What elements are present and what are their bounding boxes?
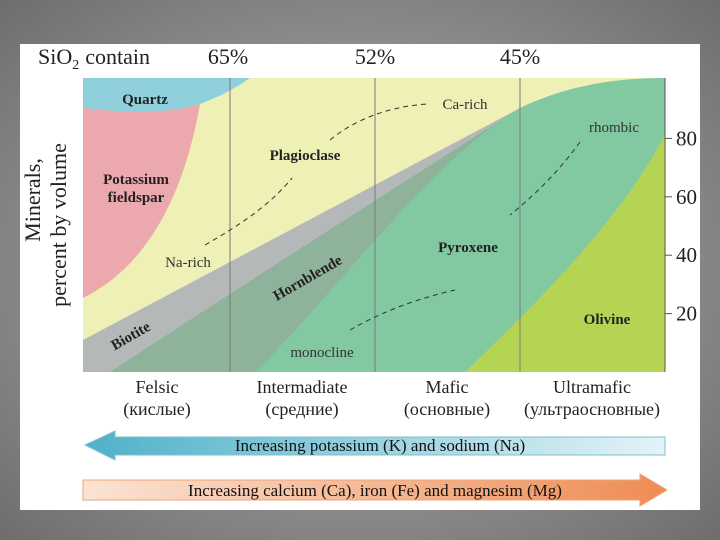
tick-label: 60 <box>676 185 697 209</box>
mineral-label: Pyroxene <box>438 240 498 256</box>
olivine-region <box>465 135 665 372</box>
mineral-label: Olivine <box>584 312 631 328</box>
plot-regions <box>83 78 666 372</box>
annotation: monocline <box>290 345 354 361</box>
annotation: rhombic <box>589 120 639 136</box>
rock-type-russian: (средние) <box>265 399 338 420</box>
rock-types: Felsic(кислые) Intermadiate(средние) Mafic… <box>123 377 660 420</box>
leader-line <box>349 289 456 331</box>
sio2-suffix: contain <box>85 44 150 69</box>
arrow-label: Increasing calcium (Ca), iron (Fe) and m… <box>188 481 562 500</box>
rock-type-name: Felsic <box>136 377 179 397</box>
silica-percent: 45% <box>500 44 540 69</box>
silica-percent: 65% <box>208 44 248 69</box>
mineral-label: Potassium <box>103 172 169 188</box>
leader-line <box>329 103 431 141</box>
feldspar-region <box>83 104 200 298</box>
leader-line <box>509 141 581 216</box>
rock-type-russian: (кислые) <box>123 399 190 420</box>
arrow-label: Increasing potassium (K) and sodium (Na) <box>235 436 525 455</box>
sio2-text: SiO <box>38 44 72 69</box>
annotation: Ca-rich <box>443 97 488 113</box>
y-axis-title: Minerals, <box>20 158 45 242</box>
silica-percent: 52% <box>355 44 395 69</box>
rock-type-name: Mafic <box>426 377 469 397</box>
rock-type-russian: (ультраосновные) <box>524 399 660 420</box>
y-axis-title: percent by volume <box>46 143 71 307</box>
rock-type-russian: (основные) <box>404 399 490 420</box>
sio2-subscript: 2 <box>72 58 79 73</box>
tick-label: 40 <box>676 243 697 267</box>
arrow-left <box>83 430 666 461</box>
arrow-right <box>82 473 668 507</box>
sio2-label: SiO2 contain <box>38 44 150 73</box>
tick-label: 20 <box>676 302 697 326</box>
rock-type-name: Intermadiate <box>257 377 348 397</box>
mineral-label: fieldspar <box>108 190 165 206</box>
tick-label: 80 <box>676 126 697 150</box>
mineral-label: Plagioclase <box>270 148 341 164</box>
quartz-region <box>83 78 250 112</box>
rock-type-name: Ultramafic <box>553 377 631 397</box>
leader-line <box>204 177 293 246</box>
y-ticks: 80 60 40 20 <box>665 126 697 326</box>
annotation: Na-rich <box>165 255 211 271</box>
mineral-label: Quartz <box>122 92 168 108</box>
